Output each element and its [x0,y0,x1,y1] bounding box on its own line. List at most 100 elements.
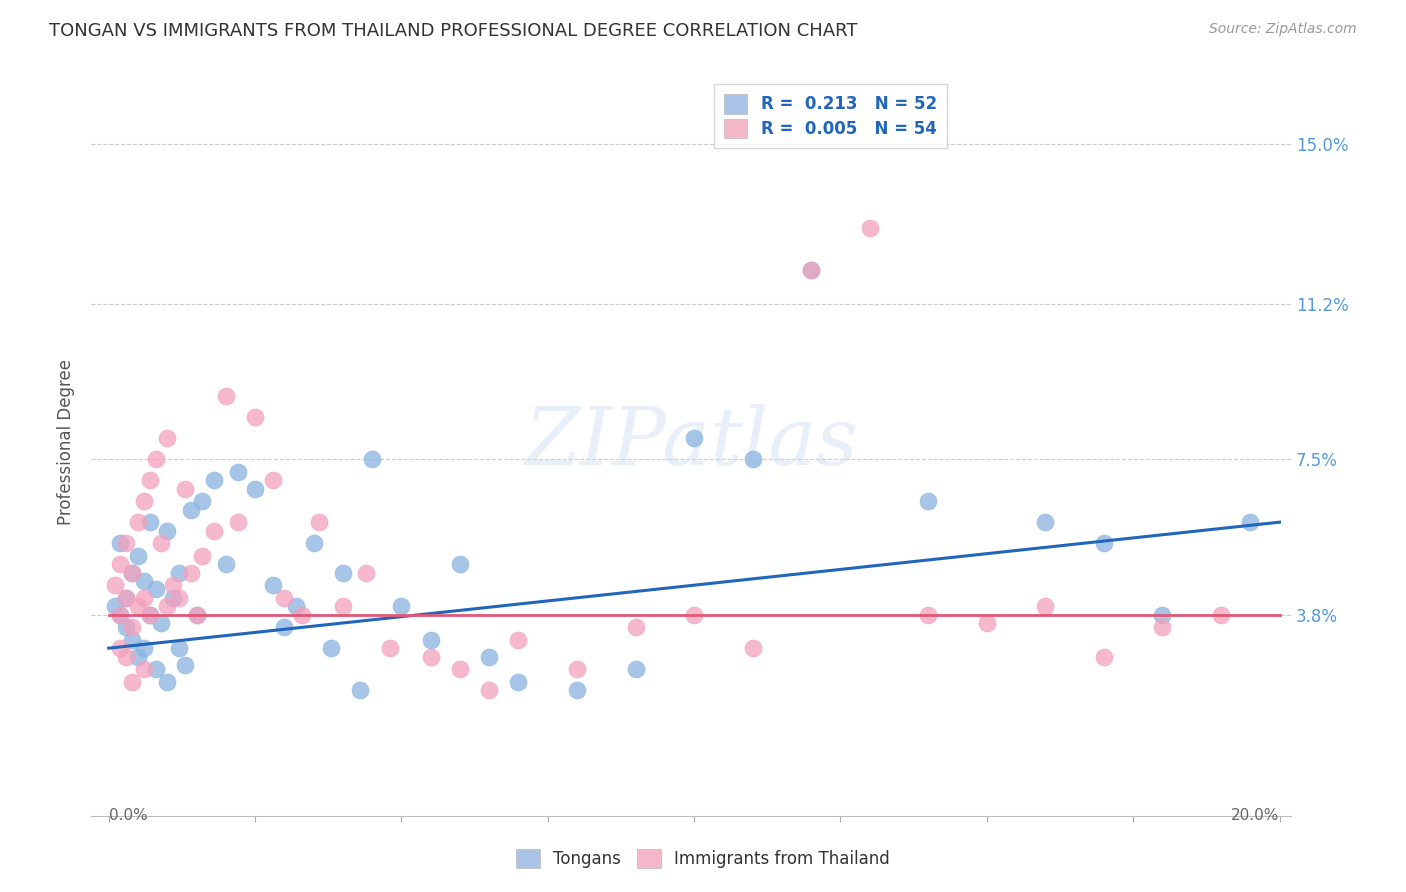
Point [1209,607,1232,622]
Point [145,662,167,676]
Point [167,591,190,605]
Point [110,607,132,622]
Point [243,410,266,425]
Point [156,599,179,614]
Point [508,674,530,689]
Point [285,599,308,614]
Point [138,607,160,622]
Point [132,641,155,656]
Point [138,473,160,487]
Point [162,578,184,592]
Point [150,536,173,550]
Point [103,578,125,592]
Point [262,578,284,592]
Point [110,641,132,656]
Point [180,502,202,516]
Point [110,557,132,571]
Point [226,515,249,529]
Point [302,536,325,550]
Point [156,674,179,689]
Point [1033,515,1056,529]
Point [917,494,939,508]
Point [273,591,295,605]
Point [186,607,208,622]
Point [215,389,238,403]
Point [565,683,588,698]
Point [115,620,138,634]
Point [167,566,190,580]
Point [121,674,143,689]
Point [202,473,225,487]
Legend: R =  0.213   N = 52, R =  0.005   N = 54: R = 0.213 N = 52, R = 0.005 N = 54 [714,85,946,148]
Point [1152,607,1174,622]
Point [226,465,249,479]
Point [273,620,295,634]
Point [683,607,706,622]
Point [191,549,214,563]
Point [1239,515,1261,529]
Point [215,557,238,571]
Point [127,649,149,664]
Point [917,607,939,622]
Point [859,221,882,235]
Point [291,607,314,622]
Point [162,591,184,605]
Point [419,649,441,664]
Legend: Tongans, Immigrants from Thailand: Tongans, Immigrants from Thailand [509,842,897,875]
Point [138,515,160,529]
Point [145,452,167,467]
Point [103,599,125,614]
Point [145,582,167,597]
Point [115,591,138,605]
Point [115,649,138,664]
Point [156,431,179,445]
Point [150,615,173,630]
Point [976,615,998,630]
Point [800,263,823,277]
Point [127,515,149,529]
Point [741,641,763,656]
Point [115,591,138,605]
Point [262,473,284,487]
Point [449,557,471,571]
Point [110,536,132,550]
Point [173,657,195,672]
Point [132,591,155,605]
Point [127,549,149,563]
Point [186,607,208,622]
Point [127,599,149,614]
Point [132,574,155,588]
Point [132,662,155,676]
Point [565,662,588,676]
Point [132,494,155,508]
Point [121,566,143,580]
Point [449,662,471,676]
Point [321,641,343,656]
Point [121,566,143,580]
Point [378,641,401,656]
Point [1092,536,1115,550]
Point [1152,620,1174,634]
Point [173,482,195,496]
Text: Source: ZipAtlas.com: Source: ZipAtlas.com [1209,22,1357,37]
Point [332,566,354,580]
Point [308,515,330,529]
Point [683,431,706,445]
Point [138,607,160,622]
Point [115,536,138,550]
Y-axis label: Professional Degree: Professional Degree [58,359,75,525]
Point [191,494,214,508]
Point [361,452,384,467]
Point [180,566,202,580]
Point [800,263,823,277]
Point [110,607,132,622]
Point [389,599,412,614]
Point [624,620,647,634]
Point [624,662,647,676]
Point [243,482,266,496]
Point [356,566,378,580]
Text: ZIPatlas: ZIPatlas [524,403,858,481]
Point [332,599,354,614]
Point [478,649,501,664]
Point [508,632,530,647]
